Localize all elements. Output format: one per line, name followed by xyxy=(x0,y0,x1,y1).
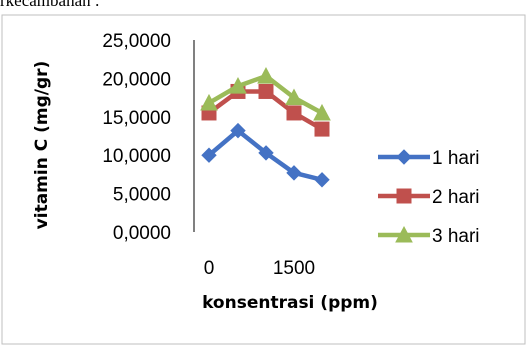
data-point-marker xyxy=(396,149,412,165)
y-tick-label: 5,0000 xyxy=(113,185,171,206)
data-point-marker xyxy=(313,103,331,121)
data-point-marker xyxy=(285,88,303,106)
data-point-marker xyxy=(286,105,302,121)
data-point-marker xyxy=(201,147,217,163)
y-tick-label: 15,0000 xyxy=(102,108,171,129)
data-point-marker xyxy=(396,188,412,204)
data-point-marker xyxy=(257,67,275,84)
legend-label: 3 hari xyxy=(432,226,480,247)
data-point-marker xyxy=(200,93,218,111)
legend-label: 2 hari xyxy=(432,187,480,208)
y-axis-title: vitamin C (mg/gr) xyxy=(32,61,52,230)
data-point-marker xyxy=(286,165,302,181)
x-tick-label: 0 xyxy=(204,258,215,279)
legend-label: 1 hari xyxy=(432,148,480,169)
chart-border xyxy=(1,14,526,345)
data-point-marker xyxy=(314,121,330,137)
y-tick-label: 20,0000 xyxy=(102,69,171,90)
data-point-marker xyxy=(395,225,413,243)
data-point-marker xyxy=(258,145,274,161)
plot-area: 25,0000 20,0000 15,0000 10,0000 5,0000 0,0000… xyxy=(102,31,331,279)
y-tick-label: 25,0000 xyxy=(102,31,171,52)
y-tick-label: 10,0000 xyxy=(102,146,171,167)
data-point-marker xyxy=(230,122,246,139)
x-axis-title: konsentrasi (ppm) xyxy=(202,293,378,313)
caption-fragment: rkecambahan : xyxy=(0,0,100,10)
y-tick-label: 0,0000 xyxy=(113,223,171,244)
data-point-marker xyxy=(258,83,274,99)
x-tick-label: 1500 xyxy=(273,258,315,279)
data-point-marker xyxy=(229,77,247,94)
data-point-marker xyxy=(314,172,330,188)
legend: 1 hari 2 hari 3 hari xyxy=(378,148,480,247)
